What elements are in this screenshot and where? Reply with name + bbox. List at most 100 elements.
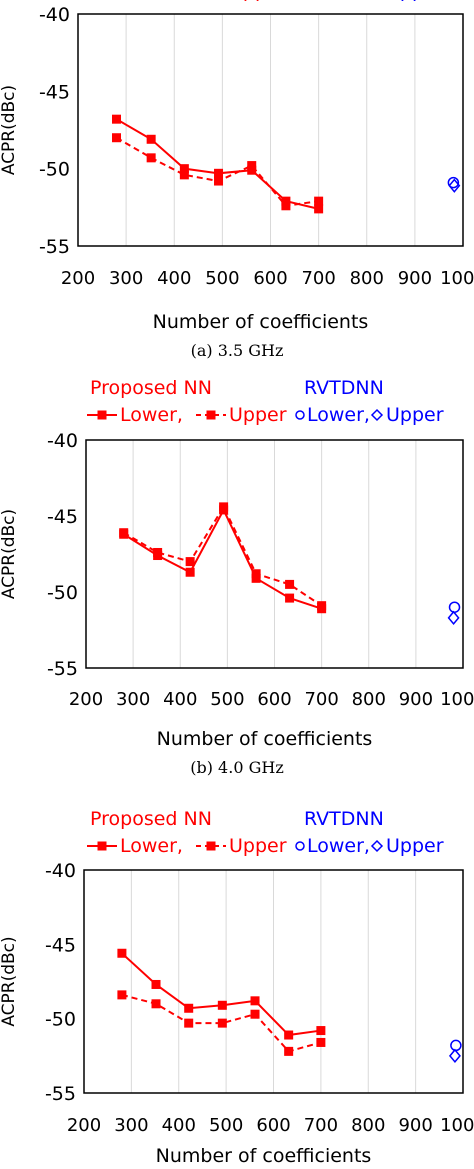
- legend-label-rv-lower: Lower,: [307, 835, 370, 857]
- x-axis-label: Number of coefficients: [157, 728, 373, 750]
- data-point: [314, 196, 324, 206]
- data-point: [450, 1039, 462, 1052]
- series-rvtdnn-lower: [447, 176, 460, 189]
- data-point: [151, 979, 161, 989]
- y-axis-label: ACPR(dBc): [0, 936, 19, 1026]
- legend-label-upper: Upper: [229, 835, 287, 857]
- legend-group-title: RVTDNN: [304, 808, 384, 830]
- y-tick-label: -45: [39, 81, 70, 103]
- series-proposed-nn-lower: [117, 948, 326, 1040]
- series-rvtdnn-upper: [448, 1048, 461, 1064]
- legend-label-rv-lower: Lower,: [307, 0, 370, 2]
- y-tick-label: -40: [39, 4, 70, 26]
- x-tick-label: 400: [162, 1115, 196, 1136]
- series-proposed-nn-upper: [112, 133, 324, 211]
- legend-label-rv-upper: Upper: [386, 835, 444, 857]
- data-point: [284, 1046, 294, 1056]
- series-proposed-nn-upper: [117, 990, 326, 1056]
- series-proposed-nn-lower: [112, 114, 324, 214]
- legend-marker-rv-lower: [295, 841, 305, 851]
- legend: Proposed NN RVTDNN Lower, Upper Lower, Upper: [87, 808, 444, 857]
- y-tick-label: -55: [47, 658, 78, 680]
- legend-marker-lower: [97, 841, 107, 851]
- x-tick-label: 900: [399, 689, 433, 710]
- data-point: [316, 1026, 326, 1036]
- chart-panel-3: Proposed NN RVTDNN Lower, Upper Lower, Upper -…: [0, 808, 474, 1167]
- data-point: [448, 601, 461, 613]
- data-point: [250, 1009, 260, 1019]
- chart-panel-1: Proposed NNRVTDNNLower,UpperLower,Upper-…: [0, 0, 474, 360]
- y-tick-label: -50: [39, 159, 70, 181]
- data-point: [448, 1048, 461, 1064]
- data-point: [112, 114, 121, 124]
- legend-group-title: Proposed NN: [90, 377, 212, 399]
- x-tick-label: 200: [61, 268, 95, 289]
- x-tick-label: 900: [398, 1115, 432, 1136]
- data-point: [185, 567, 195, 577]
- legend-label-rv-lower: Lower,: [307, 404, 370, 426]
- data-point: [250, 996, 260, 1006]
- legend-marker-rv-upper: [370, 408, 384, 422]
- legend-label-lower: Lower,: [120, 835, 183, 857]
- y-tick-label: -55: [39, 236, 70, 258]
- x-tick-label: 300: [109, 268, 143, 289]
- data-point: [247, 161, 257, 171]
- series-proposed-nn-lower: [119, 505, 327, 614]
- x-tick-label: 300: [114, 1115, 148, 1136]
- legend-group-title: RVTDNN: [304, 377, 384, 399]
- x-tick-label: 1000: [440, 689, 474, 710]
- legend-label-rv-upper: Upper: [386, 0, 444, 2]
- data-point: [146, 134, 156, 144]
- x-tick-label: 700: [304, 689, 338, 710]
- x-tick-label: 1000: [440, 1115, 474, 1136]
- legend-group-title: Proposed NN: [90, 808, 212, 830]
- x-tick-label: 400: [163, 689, 197, 710]
- series-rvtdnn-lower: [450, 1039, 462, 1052]
- x-tick-label: 700: [304, 1115, 338, 1136]
- data-point: [184, 1018, 194, 1028]
- legend-marker-rv-upper: [370, 839, 384, 853]
- x-axis-label: Number of coefficients: [156, 1145, 372, 1167]
- x-tick-label: 300: [116, 689, 150, 710]
- data-point: [447, 176, 460, 189]
- data-point: [214, 168, 224, 178]
- legend-marker-upper: [206, 841, 216, 851]
- x-tick-label: 800: [352, 689, 386, 710]
- y-tick-label: -40: [47, 430, 78, 452]
- legend-label-rv-upper: Upper: [386, 404, 444, 426]
- legend-label-upper: Upper: [229, 0, 287, 2]
- series-rvtdnn-upper: [448, 178, 461, 193]
- series-line: [115, 118, 319, 210]
- y-tick-label: -45: [47, 506, 78, 528]
- chart-caption: (b) 4.0 GHz: [190, 758, 284, 777]
- data-point: [179, 164, 189, 174]
- legend-marker-upper: [206, 410, 216, 420]
- y-tick-label: -55: [45, 1083, 76, 1105]
- x-tick-label: 900: [398, 268, 432, 289]
- plot-area: [77, 13, 464, 247]
- series-rvtdnn-upper: [447, 610, 460, 626]
- legend-marker-lower: [97, 410, 107, 420]
- data-point: [447, 610, 460, 626]
- legend-label-lower: Lower,: [120, 404, 183, 426]
- x-tick-label: 200: [69, 689, 103, 710]
- y-tick-label: -50: [45, 1009, 76, 1031]
- y-axis-label: ACPR(dBc): [0, 85, 19, 175]
- data-point: [448, 178, 461, 193]
- chart-panel-2: Proposed NN RVTDNN Lower, Upper Lower, Upper -…: [0, 377, 474, 777]
- data-point: [251, 573, 261, 583]
- data-point: [153, 547, 163, 557]
- data-point: [217, 1018, 227, 1028]
- data-point: [214, 176, 224, 186]
- x-tick-label: 500: [209, 1115, 243, 1136]
- data-point: [317, 601, 327, 611]
- data-point: [112, 133, 121, 143]
- legend-label-lower: Lower,: [120, 0, 183, 2]
- data-point: [285, 593, 295, 603]
- x-tick-label: 600: [256, 1115, 290, 1136]
- x-tick-label: 500: [210, 689, 244, 710]
- x-tick-label: 400: [157, 268, 191, 289]
